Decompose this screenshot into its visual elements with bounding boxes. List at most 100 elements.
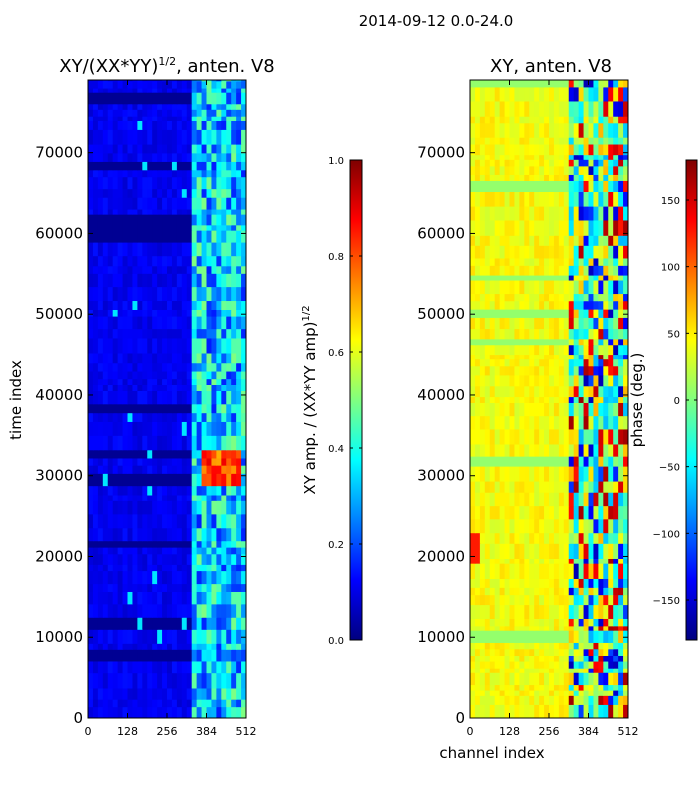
heatmap-cell [544, 655, 550, 662]
heatmap-cell [534, 655, 540, 662]
heatmap-cell [117, 629, 124, 644]
heatmap-cell [479, 165, 486, 175]
heatmap-cell [519, 374, 525, 387]
heatmap-cell [132, 255, 138, 267]
heatmap-cell [117, 161, 124, 171]
heatmap-cell [206, 286, 213, 302]
heatmap-cell [519, 116, 525, 124]
heatmap-cell [132, 603, 138, 618]
heatmap-cell [152, 273, 158, 288]
heatmap-cell [127, 230, 134, 243]
heatmap-cell [470, 690, 476, 696]
heatmap-cell [186, 547, 193, 555]
heatmap-cell [241, 87, 246, 93]
heatmap-cell [176, 169, 183, 178]
heatmap-cell [201, 706, 208, 718]
heatmap-cell [102, 473, 109, 487]
heatmap-cell [112, 547, 119, 555]
heatmap-cell [142, 378, 148, 385]
heatmap-cell [489, 684, 496, 691]
x-tick-label: 384 [578, 725, 599, 738]
heatmap-cell [186, 687, 193, 700]
colorbar-tick-label: 0 [674, 396, 680, 407]
heatmap-cell [504, 143, 511, 156]
heatmap-cell [206, 591, 213, 605]
heatmap-cell [127, 570, 134, 585]
heatmap-cell [608, 684, 614, 691]
heatmap-cell [221, 672, 227, 689]
heatmap-cell [583, 235, 590, 246]
heatmap-cell [470, 365, 476, 376]
heatmap-cell [549, 618, 555, 627]
heatmap-cell [484, 365, 491, 376]
heatmap-cell [186, 465, 193, 474]
heatmap-cell [231, 286, 237, 302]
heatmap-cell [181, 583, 188, 592]
heatmap-cell [221, 224, 227, 231]
heatmap-cell [583, 630, 590, 643]
heatmap-cell [539, 578, 545, 588]
heatmap-cell [568, 100, 575, 117]
heatmap-cell [588, 492, 595, 507]
heatmap-cell [171, 500, 178, 515]
heatmap-cell [529, 492, 535, 507]
heatmap-cell [186, 328, 193, 339]
heatmap-cell [519, 257, 525, 266]
heatmap-cell [162, 116, 168, 121]
heatmap-cell [563, 480, 570, 493]
heatmap-cell [122, 378, 129, 385]
heatmap-cell [568, 235, 575, 246]
heatmap-cell [157, 435, 163, 451]
heatmap-cell [167, 643, 173, 650]
heatmap-cell [127, 465, 134, 474]
heatmap-cell [549, 492, 555, 507]
heatmap-cell [578, 428, 585, 445]
heatmap-cell [221, 188, 227, 198]
heatmap-cell [524, 385, 530, 398]
heatmap-cell [196, 161, 203, 171]
heatmap-cell [544, 456, 550, 467]
heatmap-cell [608, 274, 614, 281]
heatmap-cell [509, 317, 516, 330]
heatmap-cell [171, 214, 178, 226]
heatmap-cell [553, 165, 560, 175]
heatmap-cell [524, 300, 530, 310]
heatmap-cell [221, 309, 227, 317]
heatmap-cell [196, 255, 203, 267]
heatmap-cell [88, 300, 94, 310]
heatmap-cell [489, 630, 496, 643]
heatmap-cell [112, 129, 119, 145]
heatmap-cell [534, 206, 540, 221]
heatmap-cell [206, 603, 213, 618]
heatmap-cell [152, 337, 158, 354]
heatmap-cell [623, 358, 628, 367]
heatmap-cell [181, 473, 188, 487]
heatmap-cell [603, 279, 609, 295]
heatmap-cell [598, 618, 604, 627]
heatmap-cell [181, 176, 188, 190]
heatmap-cell [568, 191, 575, 207]
heatmap-cell [142, 161, 148, 171]
heatmap-cell [92, 328, 99, 339]
heatmap-cell [132, 352, 138, 364]
heatmap-cell [549, 594, 555, 606]
heatmap-cell [186, 176, 193, 190]
heatmap-cell [499, 354, 506, 360]
heatmap-cell [583, 154, 590, 160]
heatmap-cell [137, 473, 143, 487]
heatmap-cell [102, 403, 109, 414]
heatmap-cell [112, 300, 119, 310]
heatmap-cell [509, 690, 516, 696]
heatmap-cell [132, 80, 138, 82]
heatmap-cell [519, 143, 525, 156]
heatmap-cell [514, 137, 520, 145]
heatmap-cell [142, 169, 148, 178]
heatmap-cell [157, 92, 163, 105]
heatmap-cell [494, 625, 501, 631]
heatmap-cell [132, 87, 138, 93]
heatmap-cell [157, 352, 163, 364]
heatmap-cell [211, 273, 217, 288]
heatmap-cell [221, 80, 227, 82]
heatmap-cell [553, 300, 560, 310]
heatmap-cell [226, 706, 232, 718]
